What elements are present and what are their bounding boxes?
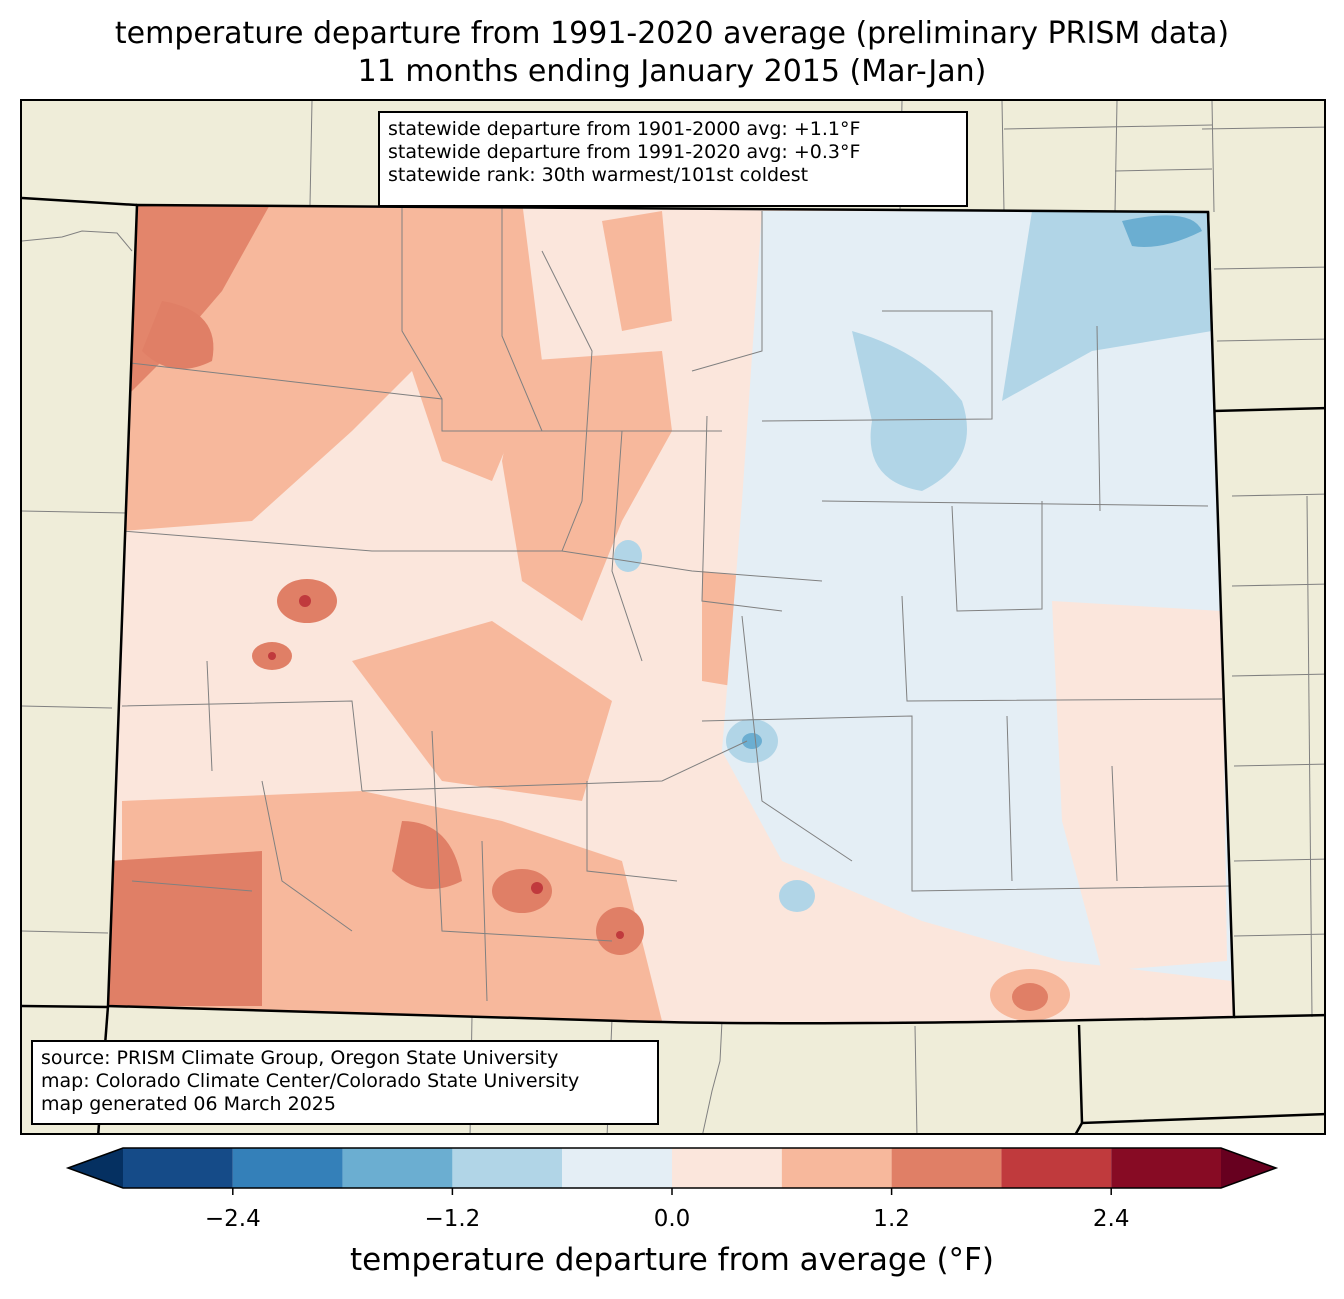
colorbar-tick-label: 0.0 — [653, 1206, 691, 1232]
map-title: temperature departure from 1991-2020 ave… — [114, 16, 1230, 51]
source-line-map: map: Colorado Climate Center/Colorado St… — [41, 1070, 580, 1092]
colorbar-extend-high — [1221, 1148, 1276, 1188]
colorbar-bin — [1001, 1148, 1112, 1188]
source-line-prism: source: PRISM Climate Group, Oregon Stat… — [41, 1047, 559, 1069]
stats-line-1991-2020: statewide departure from 1991-2020 avg: … — [388, 141, 861, 163]
colorbar-outline — [65, 1147, 1279, 1189]
stats-line-rank: statewide rank: 30th warmest/101st colde… — [388, 164, 809, 186]
colorbar-tick-label: 1.2 — [873, 1206, 910, 1232]
colorbar-tick-label: −1.2 — [424, 1206, 481, 1232]
colorado-boundary — [106, 203, 1236, 1025]
colorbar-bin — [342, 1148, 453, 1188]
colorbar-bin — [672, 1148, 782, 1188]
statewide-stats-box: statewide departure from 1901-2000 avg: … — [378, 111, 968, 207]
colorbar-label: temperature departure from average (°F) — [350, 1242, 994, 1278]
colorbar-bin — [781, 1148, 892, 1188]
colorbar-bin — [562, 1148, 672, 1188]
colorbar-bin — [232, 1148, 343, 1188]
temperature-field — [108, 205, 1234, 1024]
map-panel — [20, 99, 1326, 1135]
source-line-generated: map generated 06 March 2025 — [41, 1093, 336, 1115]
colorbar-bin — [1111, 1148, 1221, 1188]
colorbar-bin — [452, 1148, 563, 1188]
colorbar-extend-low — [68, 1148, 123, 1188]
source-box: source: PRISM Climate Group, Oregon Stat… — [31, 1040, 659, 1125]
stats-line-1901-2000: statewide departure from 1901-2000 avg: … — [388, 118, 861, 140]
colorbar-tick-label: −2.4 — [204, 1206, 261, 1232]
colorbar-bin — [123, 1148, 233, 1188]
colorbar-bin — [891, 1148, 1002, 1188]
colorbar-tick-label: 2.4 — [1092, 1206, 1130, 1232]
colorado-map — [22, 101, 1324, 1133]
map-subtitle: 11 months ending January 2015 (Mar-Jan) — [357, 54, 987, 89]
colorbar — [65, 1147, 1279, 1195]
